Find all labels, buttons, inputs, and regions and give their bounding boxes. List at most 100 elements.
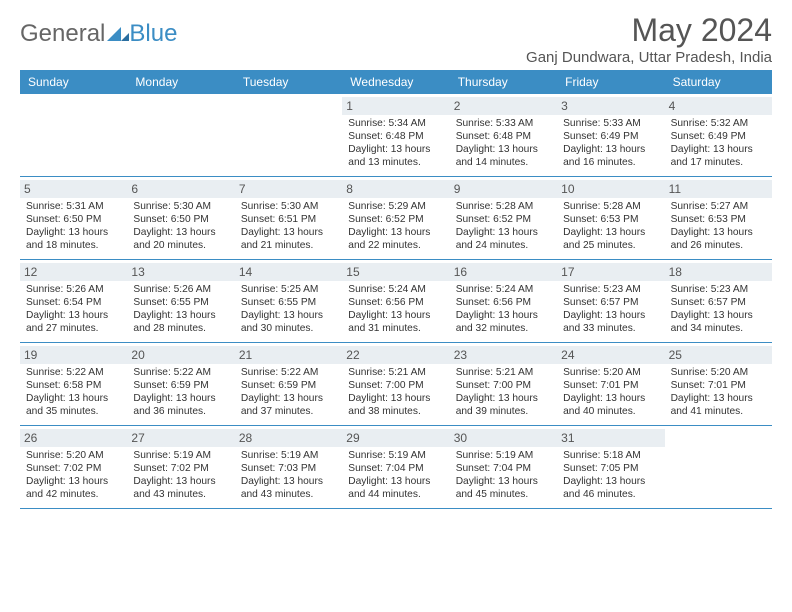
day-number: 27 <box>127 429 234 447</box>
day-number: 29 <box>342 429 449 447</box>
day-details: Sunrise: 5:28 AMSunset: 6:52 PMDaylight:… <box>456 200 551 252</box>
day-details: Sunrise: 5:20 AMSunset: 7:01 PMDaylight:… <box>563 366 658 418</box>
calendar-day-empty <box>20 94 127 176</box>
calendar-day: 12 Sunrise: 5:26 AMSunset: 6:54 PMDayligh… <box>20 260 127 342</box>
day-number: 4 <box>665 97 772 115</box>
day-number: 28 <box>235 429 342 447</box>
day-name: Saturday <box>665 70 772 94</box>
page-header: General Blue May 2024 Ganj Dundwara, Utt… <box>20 14 772 66</box>
calendar-day: 26 Sunrise: 5:20 AMSunset: 7:02 PMDayligh… <box>20 426 127 508</box>
day-details: Sunrise: 5:24 AMSunset: 6:56 PMDaylight:… <box>456 283 551 335</box>
calendar-week: 5 Sunrise: 5:31 AMSunset: 6:50 PMDaylight… <box>20 177 772 260</box>
day-details: Sunrise: 5:34 AMSunset: 6:48 PMDaylight:… <box>348 117 443 169</box>
day-details: Sunrise: 5:33 AMSunset: 6:49 PMDaylight:… <box>563 117 658 169</box>
title-block: May 2024 Ganj Dundwara, Uttar Pradesh, I… <box>526 14 772 66</box>
day-name: Tuesday <box>235 70 342 94</box>
day-number: 18 <box>665 263 772 281</box>
day-details: Sunrise: 5:29 AMSunset: 6:52 PMDaylight:… <box>348 200 443 252</box>
day-details: Sunrise: 5:23 AMSunset: 6:57 PMDaylight:… <box>563 283 658 335</box>
calendar-day: 1 Sunrise: 5:34 AMSunset: 6:48 PMDaylight… <box>342 94 449 176</box>
day-details: Sunrise: 5:30 AMSunset: 6:51 PMDaylight:… <box>241 200 336 252</box>
calendar-day: 4Sunrise: 5:32 AMSunset: 6:49 PMDaylight… <box>665 94 772 176</box>
day-name: Monday <box>127 70 234 94</box>
day-details: Sunrise: 5:31 AMSunset: 6:50 PMDaylight:… <box>26 200 121 252</box>
day-details: Sunrise: 5:19 AMSunset: 7:02 PMDaylight:… <box>133 449 228 501</box>
calendar-day: 16 Sunrise: 5:24 AMSunset: 6:56 PMDayligh… <box>450 260 557 342</box>
day-details: Sunrise: 5:24 AMSunset: 6:56 PMDaylight:… <box>348 283 443 335</box>
calendar-day: 28Sunrise: 5:19 AMSunset: 7:03 PMDayligh… <box>235 426 342 508</box>
calendar-day: 6 Sunrise: 5:30 AMSunset: 6:50 PMDaylight… <box>127 177 234 259</box>
day-number: 23 <box>450 346 557 364</box>
calendar-day: 18 Sunrise: 5:23 AMSunset: 6:57 PMDayligh… <box>665 260 772 342</box>
day-details: Sunrise: 5:25 AMSunset: 6:55 PMDaylight:… <box>241 283 336 335</box>
day-number: 10 <box>557 180 664 198</box>
day-number: 15 <box>342 263 449 281</box>
day-details: Sunrise: 5:21 AMSunset: 7:00 PMDaylight:… <box>456 366 551 418</box>
day-number: 1 <box>342 97 449 115</box>
calendar-day: 21 Sunrise: 5:22 AMSunset: 6:59 PMDayligh… <box>235 343 342 425</box>
day-details: Sunrise: 5:26 AMSunset: 6:54 PMDaylight:… <box>26 283 121 335</box>
calendar-day: 22 Sunrise: 5:21 AMSunset: 7:00 PMDayligh… <box>342 343 449 425</box>
day-number: 26 <box>20 429 127 447</box>
logo-text-1: General <box>20 20 105 48</box>
day-name: Thursday <box>450 70 557 94</box>
day-number: 13 <box>127 263 234 281</box>
day-number: 16 <box>450 263 557 281</box>
day-name: Wednesday <box>342 70 449 94</box>
day-details: Sunrise: 5:19 AMSunset: 7:04 PMDaylight:… <box>456 449 551 501</box>
calendar-week: 12 Sunrise: 5:26 AMSunset: 6:54 PMDayligh… <box>20 260 772 343</box>
day-details: Sunrise: 5:19 AMSunset: 7:04 PMDaylight:… <box>348 449 443 501</box>
day-number: 31 <box>557 429 664 447</box>
calendar: SundayMondayTuesdayWednesdayThursdayFrid… <box>20 70 772 509</box>
day-number: 20 <box>127 346 234 364</box>
day-details: Sunrise: 5:30 AMSunset: 6:50 PMDaylight:… <box>133 200 228 252</box>
calendar-day: 10 Sunrise: 5:28 AMSunset: 6:53 PMDayligh… <box>557 177 664 259</box>
day-number: 12 <box>20 263 127 281</box>
day-details: Sunrise: 5:18 AMSunset: 7:05 PMDaylight:… <box>563 449 658 501</box>
day-details: Sunrise: 5:22 AMSunset: 6:59 PMDaylight:… <box>241 366 336 418</box>
calendar-day-empty <box>127 94 234 176</box>
calendar-day: 23 Sunrise: 5:21 AMSunset: 7:00 PMDayligh… <box>450 343 557 425</box>
day-details: Sunrise: 5:28 AMSunset: 6:53 PMDaylight:… <box>563 200 658 252</box>
calendar-day-empty <box>665 426 772 508</box>
calendar-week: 26 Sunrise: 5:20 AMSunset: 7:02 PMDayligh… <box>20 426 772 509</box>
calendar-day-header: SundayMondayTuesdayWednesdayThursdayFrid… <box>20 70 772 94</box>
day-number: 22 <box>342 346 449 364</box>
day-number: 14 <box>235 263 342 281</box>
day-details: Sunrise: 5:33 AMSunset: 6:48 PMDaylight:… <box>456 117 551 169</box>
day-details: Sunrise: 5:20 AMSunset: 7:02 PMDaylight:… <box>26 449 121 501</box>
day-number: 6 <box>127 180 234 198</box>
logo: General Blue <box>20 14 177 48</box>
calendar-day: 5 Sunrise: 5:31 AMSunset: 6:50 PMDaylight… <box>20 177 127 259</box>
day-name: Friday <box>557 70 664 94</box>
day-number: 19 <box>20 346 127 364</box>
day-number: 25 <box>665 346 772 364</box>
day-details: Sunrise: 5:21 AMSunset: 7:00 PMDaylight:… <box>348 366 443 418</box>
calendar-day: 3Sunrise: 5:33 AMSunset: 6:49 PMDaylight… <box>557 94 664 176</box>
calendar-day: 13 Sunrise: 5:26 AMSunset: 6:55 PMDayligh… <box>127 260 234 342</box>
calendar-week: 1 Sunrise: 5:34 AMSunset: 6:48 PMDaylight… <box>20 94 772 177</box>
calendar-day: 29 Sunrise: 5:19 AMSunset: 7:04 PMDayligh… <box>342 426 449 508</box>
day-number: 21 <box>235 346 342 364</box>
day-number: 7 <box>235 180 342 198</box>
calendar-day: 20 Sunrise: 5:22 AMSunset: 6:59 PMDayligh… <box>127 343 234 425</box>
day-details: Sunrise: 5:26 AMSunset: 6:55 PMDaylight:… <box>133 283 228 335</box>
calendar-day: 19Sunrise: 5:22 AMSunset: 6:58 PMDayligh… <box>20 343 127 425</box>
calendar-day: 11Sunrise: 5:27 AMSunset: 6:53 PMDayligh… <box>665 177 772 259</box>
day-number: 8 <box>342 180 449 198</box>
day-number: 24 <box>557 346 664 364</box>
day-details: Sunrise: 5:23 AMSunset: 6:57 PMDaylight:… <box>671 283 766 335</box>
calendar-day: 17 Sunrise: 5:23 AMSunset: 6:57 PMDayligh… <box>557 260 664 342</box>
calendar-day: 14 Sunrise: 5:25 AMSunset: 6:55 PMDayligh… <box>235 260 342 342</box>
logo-text-2: Blue <box>129 20 177 48</box>
calendar-day: 30Sunrise: 5:19 AMSunset: 7:04 PMDayligh… <box>450 426 557 508</box>
calendar-day: 9Sunrise: 5:28 AMSunset: 6:52 PMDaylight… <box>450 177 557 259</box>
day-number: 5 <box>20 180 127 198</box>
day-details: Sunrise: 5:20 AMSunset: 7:01 PMDaylight:… <box>671 366 766 418</box>
day-number: 2 <box>450 97 557 115</box>
day-details: Sunrise: 5:27 AMSunset: 6:53 PMDaylight:… <box>671 200 766 252</box>
day-number: 17 <box>557 263 664 281</box>
calendar-day: 15 Sunrise: 5:24 AMSunset: 6:56 PMDayligh… <box>342 260 449 342</box>
day-details: Sunrise: 5:22 AMSunset: 6:59 PMDaylight:… <box>133 366 228 418</box>
page-subtitle: Ganj Dundwara, Uttar Pradesh, India <box>526 49 772 66</box>
